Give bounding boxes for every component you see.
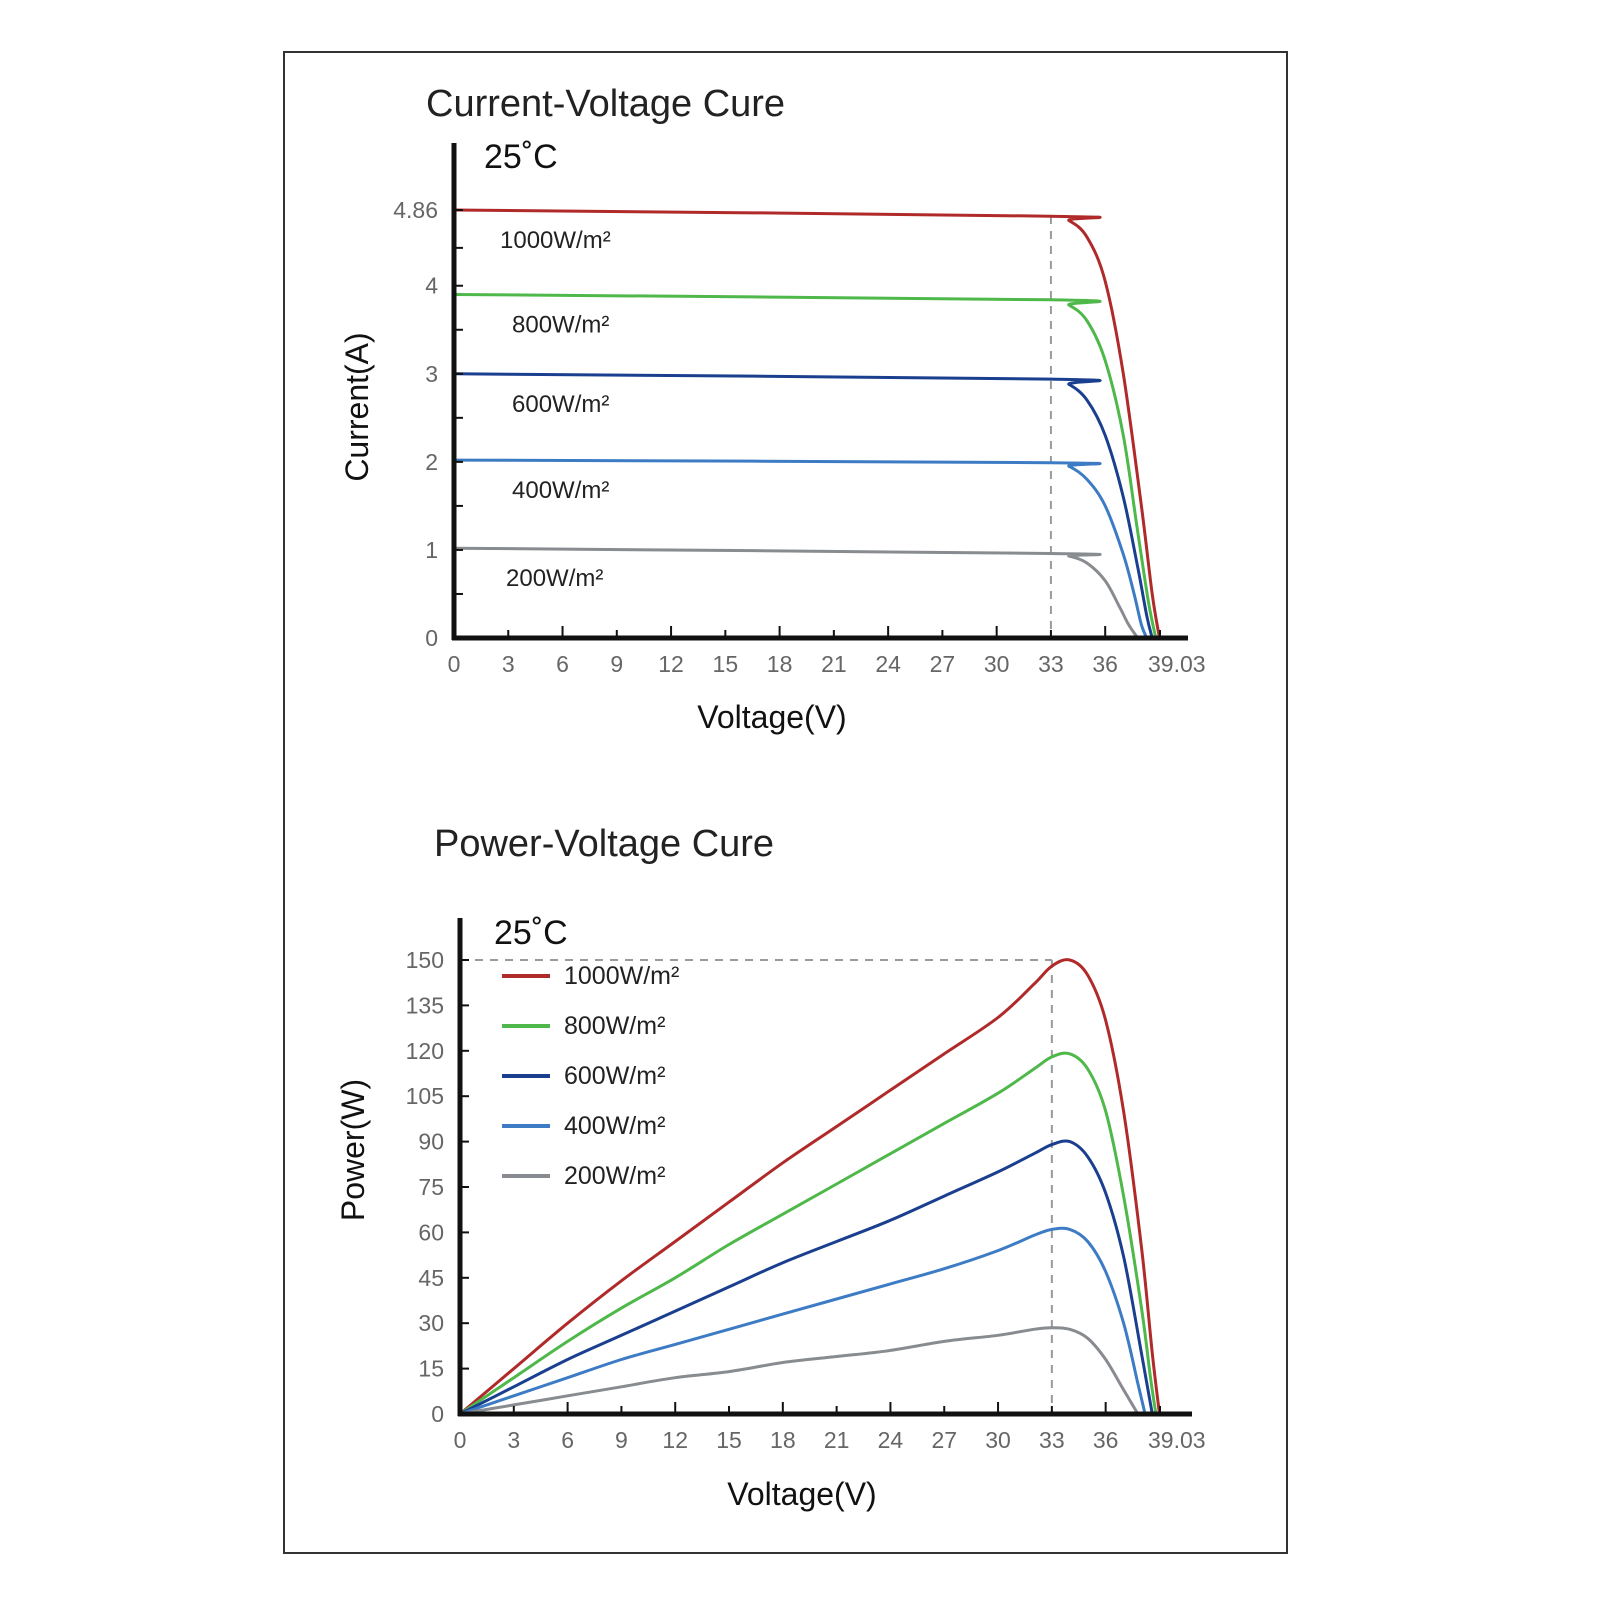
iv-curve-label-3: 400W/m² [512,477,609,504]
pv-series-line-2 [458,1139,1154,1416]
pv-axes [457,918,1192,1417]
pv-legend-label-2: 600W/m² [564,1062,665,1090]
iv-series-line-4 [452,546,1140,640]
pv-y-tick-label: 90 [418,1129,444,1155]
pv-legend-label-1: 800W/m² [564,1012,665,1040]
iv-x-ticks: 0 3 6 9 12 15 18 21 24 27 30 33 36 39.03 [448,626,1206,677]
pv-y-tick-label: 0 [431,1401,444,1427]
pv-y-tick-label: 135 [406,992,444,1018]
iv-chart: Current-Voltage Cure 25˚C Current(A) Vol… [339,83,1206,735]
pv-y-tick-label: 15 [418,1356,444,1382]
pv-series-line-4 [458,1326,1140,1416]
pv-x-tick-label: 36 [1093,1427,1119,1453]
iv-x-tick-label: 21 [821,651,847,677]
iv-x-tick-label: 0 [448,651,461,677]
iv-curve-label-0: 1000W/m² [500,227,611,254]
iv-x-tick-label: 33 [1038,651,1064,677]
pv-reference-lines [460,959,1053,1414]
pv-x-tick-label: 9 [615,1427,628,1453]
iv-series-line-2 [452,372,1154,640]
iv-x-tick-label: 9 [610,651,623,677]
iv-y-tick-label: 2 [425,449,438,475]
pv-y-tick-label: 30 [418,1310,444,1336]
chart-frame [283,51,1288,1554]
iv-y-tick-label: 0 [425,625,438,651]
pv-series-line-0 [458,958,1161,1416]
iv-x-tick-label: 36 [1092,651,1118,677]
pv-y-tick-label: 75 [418,1174,444,1200]
iv-series-line-0 [452,208,1161,640]
iv-y-tick-label: 1 [425,537,438,563]
iv-series-group [452,208,1161,640]
pv-legend-label-3: 400W/m² [564,1112,665,1140]
pv-y-tick-label: 150 [406,947,444,973]
pv-y-tick-label: 105 [406,1083,444,1109]
iv-x-tick-label: 24 [875,651,901,677]
pv-x-tick-label: 0 [454,1427,467,1453]
pv-series-line-3 [458,1226,1147,1416]
pv-x-tick-label: 18 [770,1427,796,1453]
iv-y-tick-label: 3 [425,361,438,387]
iv-y-axis-title: Current(A) [339,332,375,481]
pv-x-ticks: 0 3 6 9 12 15 18 21 24 27 30 33 36 39.03 [454,1402,1206,1453]
iv-curve-label-4: 200W/m² [506,565,603,592]
iv-x-axis-title: Voltage(V) [697,699,846,735]
iv-curve-label-2: 600W/m² [512,391,609,418]
iv-y-tick-label: 4.86 [393,197,438,223]
iv-curve-label-1: 800W/m² [512,312,609,339]
pv-x-tick-label: 21 [824,1427,850,1453]
iv-x-tick-label: 15 [713,651,739,677]
pv-x-tick-label: 6 [561,1427,574,1453]
iv-x-tick-label: 18 [767,651,793,677]
iv-x-tick-label: 6 [556,651,569,677]
iv-y-ticks: 0 1 2 3 4 4.86 [393,197,463,651]
pv-y-tick-label: 120 [406,1038,444,1064]
iv-x-tick-label: 27 [930,651,956,677]
pv-legend: 1000W/m² 800W/m² 600W/m² 400W/m² 200W/m² [502,962,679,1190]
iv-series-line-3 [452,458,1149,640]
pv-legend-label-0: 1000W/m² [564,962,679,990]
pv-series-line-1 [458,1051,1158,1416]
pv-x-tick-label: 12 [662,1427,688,1453]
pv-x-tick-label: 30 [985,1427,1011,1453]
pv-x-tick-label: 15 [716,1427,742,1453]
pv-y-ticks: 0 15 30 45 60 75 90 105 120 135 150 [406,947,469,1427]
pv-temperature-label: 25˚C [494,914,568,952]
iv-axes [451,143,1188,641]
pv-x-tick-label: 33 [1039,1427,1065,1453]
pv-chart: Power-Voltage Cure 25˚C Power(W) Voltage… [335,823,1206,1512]
iv-x-tick-label: 3 [502,651,515,677]
pv-y-axis-title: Power(W) [335,1079,371,1221]
pv-x-axis-title: Voltage(V) [727,1476,876,1512]
iv-x-tick-label: 39.03 [1148,651,1206,677]
pv-x-tick-label: 27 [931,1427,957,1453]
pv-x-tick-label: 24 [878,1427,904,1453]
iv-x-tick-label: 30 [984,651,1010,677]
iv-x-tick-label: 12 [658,651,684,677]
iv-chart-title: Current-Voltage Cure [426,83,785,125]
pv-x-tick-label: 39.03 [1148,1427,1206,1453]
pv-chart-title: Power-Voltage Cure [434,823,774,865]
pv-y-tick-label: 45 [418,1265,444,1291]
iv-series-line-1 [452,293,1158,640]
pv-legend-label-4: 200W/m² [564,1162,665,1190]
iv-curve-labels: 1000W/m² 800W/m² 600W/m² 400W/m² 200W/m² [500,227,611,592]
iv-temperature-label: 25˚C [484,138,558,176]
pv-x-tick-label: 3 [507,1427,520,1453]
pv-y-tick-label: 60 [418,1219,444,1245]
iv-y-tick-label: 4 [425,273,438,299]
pv-series-group [458,958,1161,1416]
